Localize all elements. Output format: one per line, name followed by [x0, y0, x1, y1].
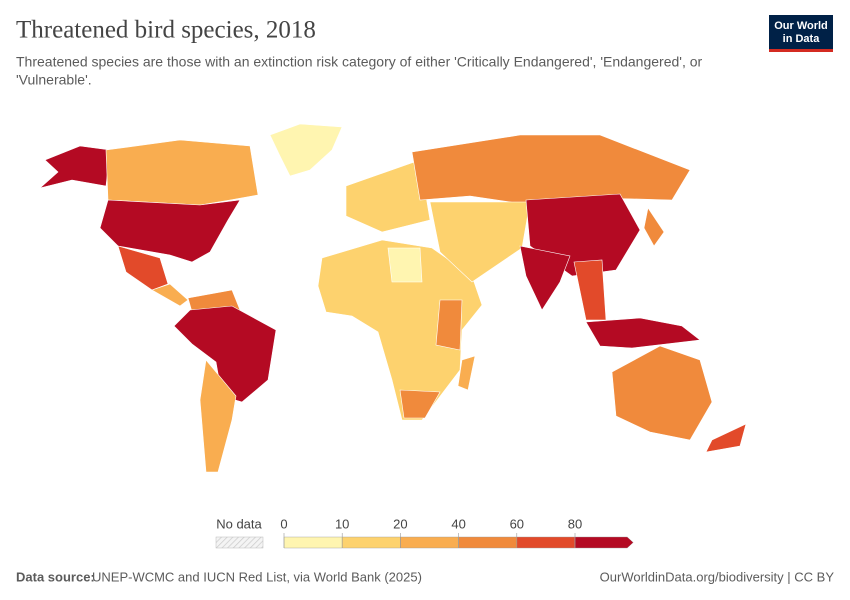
country[interactable]	[573, 259, 607, 321]
country[interactable]	[117, 245, 169, 291]
legend-tick-label: 40	[451, 516, 465, 531]
legend-tick-label: 20	[393, 516, 407, 531]
legend-swatch	[342, 536, 401, 549]
subtitle: Threatened species are those with an ext…	[16, 54, 703, 70]
country[interactable]	[585, 317, 701, 349]
legend-swatch	[516, 536, 576, 549]
country[interactable]	[643, 207, 665, 247]
country[interactable]	[105, 139, 259, 206]
source: UNEP-WCMC and IUCN Red List, via World B…	[92, 569, 422, 584]
country[interactable]	[705, 423, 747, 453]
world-map	[39, 123, 747, 473]
legend-tick-label: 60	[510, 516, 524, 531]
country[interactable]	[99, 199, 241, 263]
country[interactable]	[411, 134, 691, 206]
country[interactable]	[429, 201, 531, 283]
legend-swatch	[574, 536, 634, 549]
logo-text: Our World	[774, 20, 828, 32]
country[interactable]	[399, 389, 441, 419]
logo[interactable]: Our World in Data	[769, 15, 833, 52]
legend-tick-label: 0	[280, 516, 287, 531]
country[interactable]	[519, 245, 571, 311]
subtitle: 'Vulnerable'.	[16, 72, 92, 88]
legend-tick-label: 80	[568, 516, 582, 531]
title: Threatened bird species, 2018	[16, 17, 316, 44]
no-data-swatch	[215, 536, 264, 549]
country[interactable]	[611, 345, 713, 441]
no-data-label: No data	[216, 516, 262, 531]
country[interactable]	[435, 299, 463, 351]
legend-tick-label: 10	[335, 516, 349, 531]
legend: No data 0 10 20 40 60 80	[215, 516, 634, 549]
source-label: Data source:	[16, 569, 95, 584]
country[interactable]	[387, 247, 423, 283]
country[interactable]	[199, 359, 237, 473]
legend-swatch	[400, 536, 459, 549]
country[interactable]	[269, 123, 343, 177]
country[interactable]	[39, 145, 111, 189]
footer-url[interactable]: OurWorldinData.org/biodiversity | CC BY	[600, 569, 835, 584]
logo-text: in Data	[783, 33, 821, 45]
country[interactable]	[457, 355, 476, 391]
legend-swatch	[283, 536, 343, 549]
country[interactable]	[345, 159, 431, 233]
legend-swatch	[458, 536, 517, 549]
country[interactable]	[151, 283, 189, 307]
